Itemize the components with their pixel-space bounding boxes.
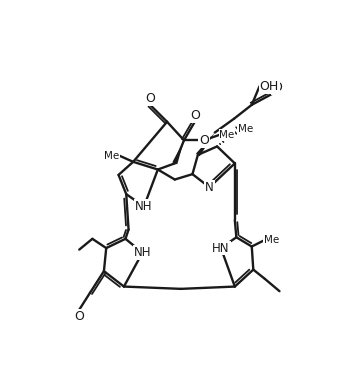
Text: Me: Me [104, 151, 119, 161]
Text: HN: HN [212, 242, 230, 254]
Polygon shape [196, 132, 215, 156]
Polygon shape [172, 140, 184, 164]
Text: Me: Me [219, 130, 235, 140]
Text: NH: NH [135, 200, 153, 213]
Text: NH: NH [134, 246, 151, 259]
Text: O: O [199, 134, 209, 147]
Text: Me: Me [238, 124, 253, 134]
Text: O: O [145, 92, 155, 105]
Text: OH: OH [259, 80, 279, 93]
Text: O: O [272, 81, 282, 94]
Text: N: N [205, 181, 214, 194]
Text: O: O [74, 310, 84, 323]
Text: Me: Me [264, 235, 279, 245]
Text: O: O [190, 109, 200, 122]
